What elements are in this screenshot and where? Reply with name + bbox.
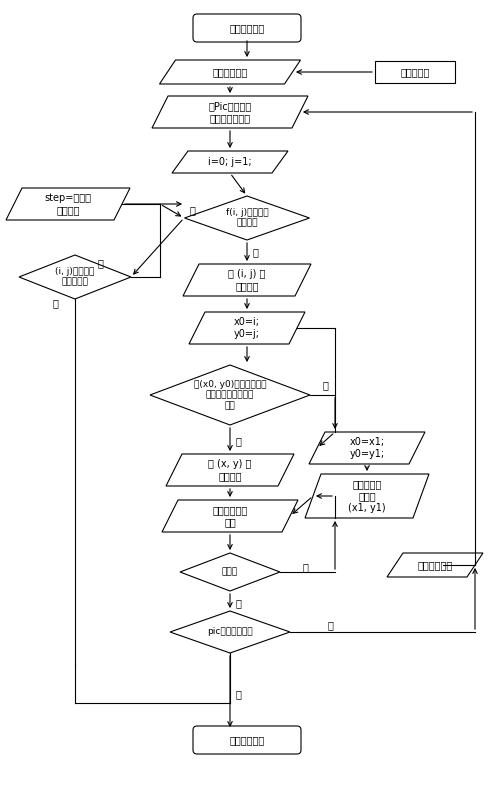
- Text: 否: 否: [97, 258, 103, 268]
- Text: 是: 是: [235, 598, 241, 608]
- Polygon shape: [305, 474, 429, 518]
- Polygon shape: [162, 500, 298, 532]
- Text: x0=x1;
y0=y1;: x0=x1; y0=y1;: [349, 437, 384, 459]
- Text: 否: 否: [302, 562, 308, 572]
- Text: 种子规则库: 种子规则库: [400, 67, 430, 77]
- Text: 是: 是: [235, 436, 241, 446]
- FancyBboxPatch shape: [193, 14, 301, 42]
- Polygon shape: [150, 365, 310, 425]
- Text: i=0; j=1;: i=0; j=1;: [208, 157, 252, 167]
- Text: 否: 否: [327, 620, 333, 630]
- Polygon shape: [183, 264, 311, 296]
- Text: 置 (i, j) 改
写为白色: 置 (i, j) 改 写为白色: [228, 269, 266, 291]
- Bar: [375, 61, 455, 83]
- Text: 否: 否: [322, 380, 328, 390]
- Polygon shape: [166, 454, 294, 486]
- Polygon shape: [189, 312, 305, 344]
- Text: 种子生长开始: 种子生长开始: [229, 23, 265, 33]
- Polygon shape: [152, 96, 308, 128]
- Text: pic为最后一幅图: pic为最后一幅图: [207, 627, 253, 637]
- Text: 提取生长规则: 提取生长规则: [212, 67, 247, 77]
- Text: 满足条件的点
压栈: 满足条件的点 压栈: [212, 505, 247, 526]
- Polygon shape: [180, 553, 280, 591]
- Polygon shape: [172, 151, 288, 173]
- Text: 是: 是: [252, 247, 258, 257]
- Text: 种子生长结束: 种子生长结束: [229, 735, 265, 745]
- Text: 从栈里取出
一个点
(x1, y1): 从栈里取出 一个点 (x1, y1): [348, 480, 386, 513]
- Text: 否(x0, y0)的四个邻域点
是否在满足生长规则
的点: 否(x0, y0)的四个邻域点 是否在满足生长规则 的点: [194, 380, 266, 410]
- FancyBboxPatch shape: [193, 726, 301, 754]
- Polygon shape: [309, 432, 425, 464]
- Text: 是: 是: [235, 689, 241, 699]
- Text: 置 (x, y) 改
写为白色: 置 (x, y) 改 写为白色: [208, 459, 251, 481]
- Text: x0=i;
y0=j;: x0=i; y0=j;: [234, 317, 260, 339]
- Polygon shape: [19, 255, 131, 299]
- Polygon shape: [170, 611, 290, 653]
- Polygon shape: [160, 60, 300, 84]
- Polygon shape: [387, 553, 483, 577]
- Text: 从Pic的队列中
取出第一幅子图: 从Pic的队列中 取出第一幅子图: [208, 101, 251, 123]
- Text: step=根据等
下一个点: step=根据等 下一个点: [44, 193, 91, 215]
- Polygon shape: [184, 196, 310, 240]
- Text: 栈为空: 栈为空: [222, 568, 238, 576]
- Text: 是: 是: [52, 298, 58, 308]
- Text: 否: 否: [189, 205, 195, 215]
- Text: f(i, j)满足种子
增长规则: f(i, j)满足种子 增长规则: [226, 208, 268, 228]
- Text: 输出下一幅图: 输出下一幅图: [417, 560, 453, 570]
- Text: (i, j)是否为队
中最后一点: (i, j)是否为队 中最后一点: [55, 268, 95, 287]
- Polygon shape: [6, 188, 130, 220]
